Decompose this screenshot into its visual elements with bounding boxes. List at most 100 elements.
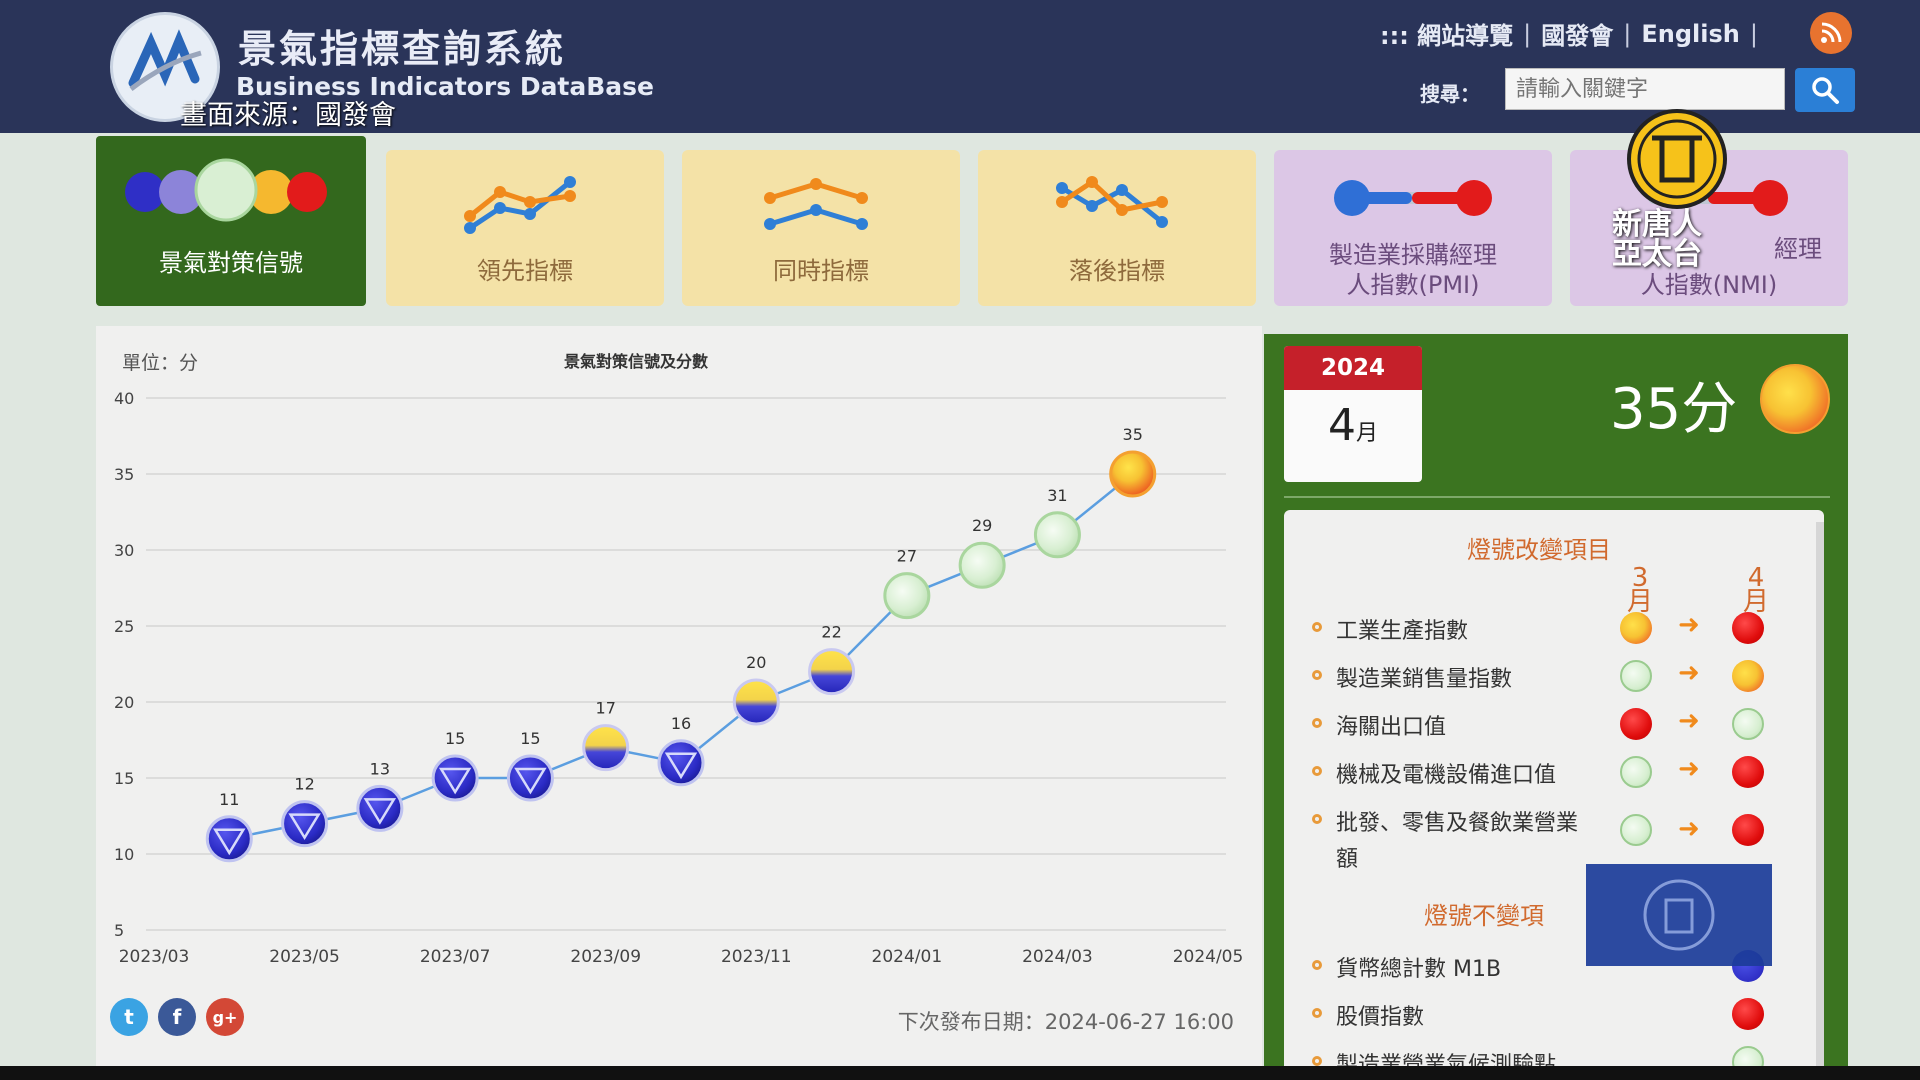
y-tick-label: 40	[114, 389, 134, 408]
changed-section-title: 燈號改變項目	[1467, 536, 1611, 564]
data-point	[808, 648, 856, 696]
current-signal-light	[1760, 364, 1830, 434]
prev-month-header: 3 月	[1626, 563, 1653, 617]
signal-change-row: 海關出口值 ➜	[1312, 706, 1812, 746]
watermark-box	[1586, 864, 1772, 966]
tab-lagging-indicator[interactable]: 落後指標	[978, 150, 1256, 306]
data-label: 27	[897, 547, 917, 566]
bullet-icon	[1312, 622, 1322, 632]
data-point	[883, 572, 931, 620]
tab-pmi[interactable]: 製造業採購經理 人指數(PMI)	[1274, 150, 1552, 306]
data-point	[732, 678, 780, 726]
site-logo[interactable]	[110, 12, 220, 122]
indicator-name: 貨幣總計數 M1B	[1336, 957, 1502, 982]
current-signal-panel: 2024 4月 35分 燈號改變項目 3 月 4 月 工業生產指數 ➜ 製造業銷售量…	[1264, 334, 1848, 1066]
google-plus-icon[interactable]: g+	[206, 998, 244, 1036]
data-label: 20	[746, 653, 766, 672]
data-label: 17	[596, 699, 616, 718]
indicator-name: 股價指數	[1336, 1005, 1425, 1030]
y-tick-label: 35	[114, 465, 134, 484]
lagging-chart-icon	[1056, 176, 1168, 228]
signal-unchanged-row: 股價指數	[1312, 996, 1812, 1036]
cur-signal-light	[1732, 756, 1764, 788]
calendar-card: 2024 4月	[1284, 346, 1422, 482]
cur-signal-light	[1732, 814, 1764, 846]
signal-unchanged-row: 貨幣總計數 M1B	[1312, 948, 1812, 988]
arrow-right-icon: ➜	[1678, 610, 1700, 640]
indicator-tabs: 景氣對策信號 領先指標 同時指標 落後指標	[96, 136, 1856, 311]
signal-change-row: 批發、零售及餐飲業營業額 ➜	[1312, 802, 1812, 878]
arrow-right-icon: ➜	[1678, 814, 1700, 844]
y-tick-label: 5	[114, 921, 124, 940]
data-point	[1109, 450, 1157, 498]
down-triangle-icon	[664, 752, 698, 780]
indicator-name: 工業生產指數	[1336, 619, 1469, 644]
y-tick-label: 20	[114, 693, 134, 712]
tab-label: 製造業採購經理 人指數(PMI)	[1329, 241, 1497, 299]
nav-ndc[interactable]: 國發會	[1541, 22, 1614, 50]
x-tick-label: 2024/01	[872, 947, 943, 967]
indicator-name: 機械及電機設備進口值	[1336, 763, 1557, 788]
tab-monitoring-indicator[interactable]: 景氣對策信號	[96, 136, 366, 306]
prev-signal-light	[1620, 708, 1652, 740]
x-tick-label: 2023/11	[721, 947, 792, 967]
tab-label: 人指數(NMI)	[1640, 271, 1778, 299]
tab-coincident-indicator[interactable]: 同時指標	[682, 150, 960, 306]
logo-icon	[128, 29, 202, 91]
cur-signal-light	[1732, 660, 1764, 692]
arrow-right-icon: ➜	[1678, 754, 1700, 784]
data-label: 29	[972, 516, 992, 535]
x-tick-label: 2024/05	[1173, 947, 1244, 967]
y-tick-label: 10	[114, 845, 134, 864]
source-caption: 畫面來源：國發會	[180, 100, 396, 131]
data-label: 12	[294, 775, 314, 794]
data-point	[205, 815, 253, 863]
down-triangle-icon	[213, 828, 246, 856]
cur-signal-light	[1732, 612, 1764, 644]
data-label: 15	[445, 729, 465, 748]
indicator-name: 製造業銷售量指數	[1336, 667, 1513, 692]
bullet-icon	[1312, 960, 1322, 970]
nav-sitemap[interactable]: ::: 網站導覽	[1380, 22, 1514, 50]
tab-label: 同時指標	[773, 257, 869, 285]
nav-separator: |	[1523, 19, 1532, 48]
month-number: 4	[1328, 400, 1356, 451]
rss-icon	[1821, 22, 1842, 43]
search-icon	[1812, 77, 1839, 104]
cur-signal-light	[1732, 708, 1764, 740]
signal-unchanged-row: 製造業營業氣候測驗點	[1312, 1044, 1812, 1066]
bullet-icon	[1312, 814, 1322, 824]
site-header: 景氣指標查詢系統 Business Indicators DataBase 畫面…	[0, 0, 1920, 133]
search-button[interactable]	[1795, 68, 1855, 112]
month-suffix: 月	[1356, 421, 1379, 446]
tab-label: 落後指標	[1069, 257, 1165, 285]
bullet-icon	[1312, 718, 1322, 728]
prev-signal-light	[1620, 660, 1652, 692]
unchanged-section-title: 燈號不變項	[1424, 902, 1544, 930]
divider	[1284, 496, 1830, 498]
signal-change-list: 燈號改變項目 3 月 4 月 工業生產指數 ➜ 製造業銷售量指數 ➜ 海關出口值 ➜ 機械及…	[1284, 510, 1824, 1066]
data-point	[1033, 511, 1081, 559]
tab-label: 領先指標	[477, 257, 573, 285]
y-tick-label: 25	[114, 617, 134, 636]
search-input[interactable]	[1505, 68, 1785, 110]
chart-panel: 5 10 15 20 25 30 35 40 2023/03 2023/05 2023/07 2023…	[96, 326, 1262, 1066]
nav-separator: |	[1623, 19, 1632, 48]
facebook-icon[interactable]: f	[158, 998, 196, 1036]
scrollbar[interactable]	[1816, 522, 1824, 1066]
nav-english[interactable]: English	[1641, 19, 1740, 48]
watermark-logo-icon	[1643, 879, 1715, 951]
next-release-date: 下次發布日期：2024-06-27 16:00	[897, 1010, 1234, 1034]
bullet-icon	[1312, 766, 1322, 776]
tab-leading-indicator[interactable]: 領先指標	[386, 150, 664, 306]
twitter-icon[interactable]: t	[110, 998, 148, 1036]
down-triangle-icon	[363, 798, 397, 825]
bottom-bar	[0, 1066, 1920, 1080]
down-triangle-icon	[514, 767, 547, 795]
prev-signal-light	[1620, 756, 1652, 788]
data-label: 31	[1047, 486, 1067, 505]
tab-label-partial: 經理	[1774, 235, 1822, 263]
search-label: 搜尋：	[1420, 82, 1480, 106]
rss-button[interactable]	[1810, 12, 1852, 54]
thermometer-icon	[1334, 180, 1492, 216]
